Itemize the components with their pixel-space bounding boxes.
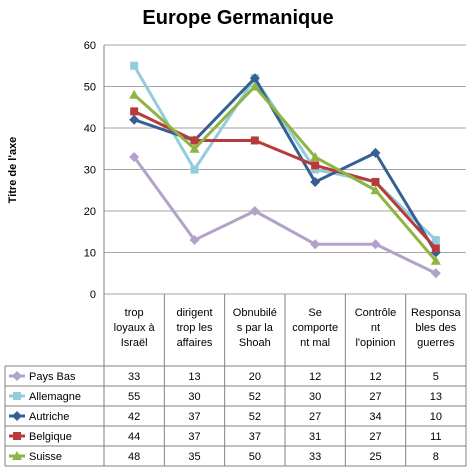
chart-title: Europe Germanique xyxy=(142,7,333,29)
data-label: 12 xyxy=(369,371,381,383)
data-point xyxy=(370,185,381,195)
data-label: 31 xyxy=(309,431,321,443)
category-labels: trop loyaux à Israël dirigent trop les affair… xyxy=(114,307,462,349)
data-point xyxy=(430,255,441,265)
data-point xyxy=(370,239,381,250)
data-label: 8 xyxy=(433,451,439,463)
series-belgique xyxy=(130,107,440,253)
series-line xyxy=(133,110,437,250)
data-point xyxy=(370,147,381,158)
legend-key-marker xyxy=(12,451,22,460)
data-label: 37 xyxy=(188,411,200,423)
data-label: 20 xyxy=(249,371,261,383)
category-label: Responsa bles des guerres xyxy=(411,307,461,349)
legend-entry: Pays Bas xyxy=(29,371,76,383)
data-label: 37 xyxy=(188,431,200,443)
data-label: 11 xyxy=(430,431,441,443)
y-tick-label: 40 xyxy=(84,123,96,135)
series-line xyxy=(133,85,437,262)
data-label: 10 xyxy=(430,411,442,423)
y-tick-labels: 0 10 20 30 40 50 60 xyxy=(84,40,96,301)
data-table: Pays Bas 33 13 20 12 12 5 Allemagne 55 30 52 30 27 13… xyxy=(4,365,466,467)
series-lines xyxy=(129,61,441,279)
data-point xyxy=(310,152,321,162)
legend-entry: Autriche xyxy=(29,411,69,423)
data-point xyxy=(249,81,260,91)
data-label: 33 xyxy=(309,451,321,463)
data-point xyxy=(189,235,200,246)
data-point xyxy=(310,239,321,250)
data-label: 34 xyxy=(369,411,381,423)
data-label: 30 xyxy=(309,391,321,403)
gridlines xyxy=(104,44,466,295)
data-label: 33 xyxy=(128,371,140,383)
y-tick-label: 50 xyxy=(84,82,96,94)
data-point xyxy=(130,107,139,116)
y-tick-label: 10 xyxy=(84,248,96,260)
category-label: Obnubilé s par la Shoah xyxy=(233,307,277,349)
data-label: 52 xyxy=(249,391,261,403)
data-point xyxy=(129,114,140,125)
data-point xyxy=(250,136,259,145)
series-suisse xyxy=(129,81,441,265)
data-label: 55 xyxy=(128,391,140,403)
data-label: 13 xyxy=(430,391,442,403)
data-label: 27 xyxy=(369,391,381,403)
y-tick-label: 20 xyxy=(84,206,96,218)
legend-key-marker xyxy=(12,411,22,421)
data-point xyxy=(190,165,199,174)
data-label: 50 xyxy=(249,451,261,463)
legend-entry: Allemagne xyxy=(29,391,81,403)
data-point xyxy=(129,152,140,163)
series-pays-bas xyxy=(129,152,441,279)
data-label: 44 xyxy=(128,431,140,443)
category-label: Contrôle nt l'opinion xyxy=(355,307,397,349)
legend-key-marker xyxy=(13,392,21,400)
data-label: 5 xyxy=(433,371,439,383)
data-point xyxy=(310,176,321,187)
legend-key-marker xyxy=(13,432,21,440)
y-tick-label: 60 xyxy=(84,40,96,52)
data-label: 35 xyxy=(188,451,200,463)
data-point xyxy=(371,177,380,186)
data-label: 27 xyxy=(309,411,321,423)
data-point xyxy=(431,244,440,253)
data-point xyxy=(249,206,260,216)
legend-entry: Belgique xyxy=(29,431,72,443)
y-tick-label: 30 xyxy=(84,165,96,177)
y-tick-label: 0 xyxy=(90,289,96,301)
category-label: trop loyaux à Israël xyxy=(114,307,156,349)
data-label: 52 xyxy=(249,411,261,423)
legend-entry: Suisse xyxy=(29,451,62,463)
data-label: 12 xyxy=(309,371,321,383)
data-point xyxy=(190,136,199,145)
plot-frame xyxy=(103,45,467,466)
data-point xyxy=(311,165,320,174)
data-point xyxy=(431,236,440,245)
data-label: 27 xyxy=(369,431,381,443)
data-point xyxy=(249,73,260,84)
data-point xyxy=(311,161,320,170)
data-point xyxy=(189,143,200,153)
data-label: 25 xyxy=(369,451,381,463)
data-point xyxy=(129,89,140,99)
data-label: 37 xyxy=(249,431,261,443)
series-autriche xyxy=(129,73,441,258)
data-label: 48 xyxy=(128,451,140,463)
category-label: Se comporte nt mal xyxy=(292,307,338,349)
data-label: 30 xyxy=(188,391,200,403)
data-point xyxy=(430,268,441,279)
data-label: 42 xyxy=(128,411,140,423)
y-axis-label: Titre de l'axe xyxy=(7,137,19,204)
data-label: 13 xyxy=(188,371,200,383)
legend-key-marker xyxy=(12,371,22,381)
category-label: dirigent trop les affaires xyxy=(176,307,213,349)
series-line xyxy=(132,156,437,275)
data-point xyxy=(130,61,139,70)
